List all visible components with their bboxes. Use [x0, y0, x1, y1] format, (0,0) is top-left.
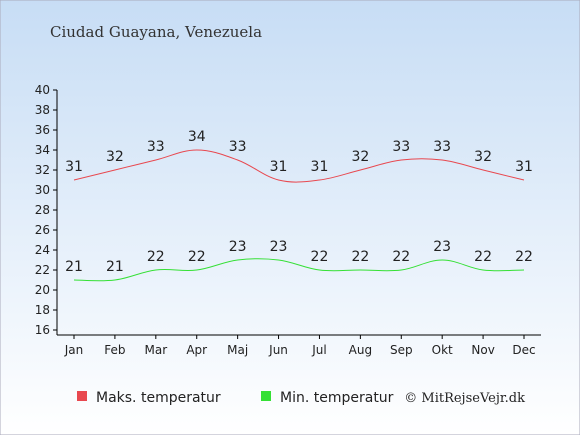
y-tick-label: 24 [35, 243, 50, 257]
x-tick-label: Maj [227, 343, 248, 357]
data-label-max: 33 [147, 139, 165, 155]
data-label-min: 21 [65, 259, 83, 275]
chart-title: Ciudad Guayana, Venezuela [50, 23, 262, 41]
x-tick-label: Dec [512, 343, 535, 357]
data-label-min: 22 [474, 249, 492, 265]
data-label-min: 22 [147, 249, 165, 265]
y-tick-label: 34 [35, 143, 50, 157]
legend-label-max: Maks. temperatur [96, 390, 221, 406]
data-label-max: 31 [270, 159, 288, 175]
data-labels: 31 32 33 34 33 31 31 32 33 33 32 31 21 21 22 22 23 23 22 22… [65, 129, 533, 275]
data-label-min: 21 [106, 259, 124, 275]
data-label-max: 32 [106, 149, 124, 165]
x-tick-label: Jul [311, 343, 326, 357]
data-label-max: 31 [311, 159, 329, 175]
x-tick-label: Aug [349, 343, 372, 357]
data-label-max: 33 [433, 139, 451, 155]
x-tick-label: Jan [64, 343, 84, 357]
data-label-min: 23 [229, 239, 247, 255]
x-tick-label: Nov [471, 343, 494, 357]
y-tick-label: 30 [35, 183, 50, 197]
y-tick-label: 16 [35, 323, 50, 337]
x-tick-label: Feb [104, 343, 125, 357]
series-layer [73, 149, 525, 282]
data-label-min: 22 [188, 249, 206, 265]
y-tick-label: 38 [35, 103, 50, 117]
legend-swatch-min [261, 391, 271, 401]
data-label-max: 34 [188, 129, 206, 145]
x-tick-label: Mar [144, 343, 167, 357]
x-tick-label: Okt [432, 343, 453, 357]
series-line-max [73, 149, 525, 183]
data-label-min: 22 [392, 249, 410, 265]
data-label-max: 33 [392, 139, 410, 155]
y-tick-label: 18 [35, 303, 50, 317]
axes: 16 18 20 22 24 26 28 30 32 34 36 38 40 Jan Feb Mar Apr Ma… [35, 83, 541, 357]
y-tick-label: 32 [35, 163, 50, 177]
y-tick-label: 20 [35, 283, 50, 297]
data-label-min: 23 [270, 239, 288, 255]
legend-label-min: Min. temperatur [280, 390, 394, 406]
data-label-min: 22 [351, 249, 369, 265]
data-label-min: 22 [515, 249, 533, 265]
y-tick-label: 28 [35, 203, 50, 217]
legend: Maks. temperatur Min. temperatur [77, 390, 394, 406]
y-tick-label: 36 [35, 123, 50, 137]
copyright-text: © MitRejseVejr.dk [404, 391, 525, 406]
data-label-max: 32 [474, 149, 492, 165]
x-tick-label: Sep [390, 343, 413, 357]
data-label-max: 33 [229, 139, 247, 155]
data-label-min: 22 [311, 249, 329, 265]
data-label-min: 23 [433, 239, 451, 255]
y-tick-label: 26 [35, 223, 50, 237]
legend-swatch-max [77, 391, 87, 401]
x-tick-label: Apr [186, 343, 207, 357]
y-tick-label: 22 [35, 263, 50, 277]
series-line-min [73, 258, 525, 282]
y-tick-label: 40 [35, 83, 50, 97]
x-tick-label: Jun [268, 343, 288, 357]
data-label-max: 31 [65, 159, 83, 175]
data-label-max: 32 [351, 149, 369, 165]
data-label-max: 31 [515, 159, 533, 175]
